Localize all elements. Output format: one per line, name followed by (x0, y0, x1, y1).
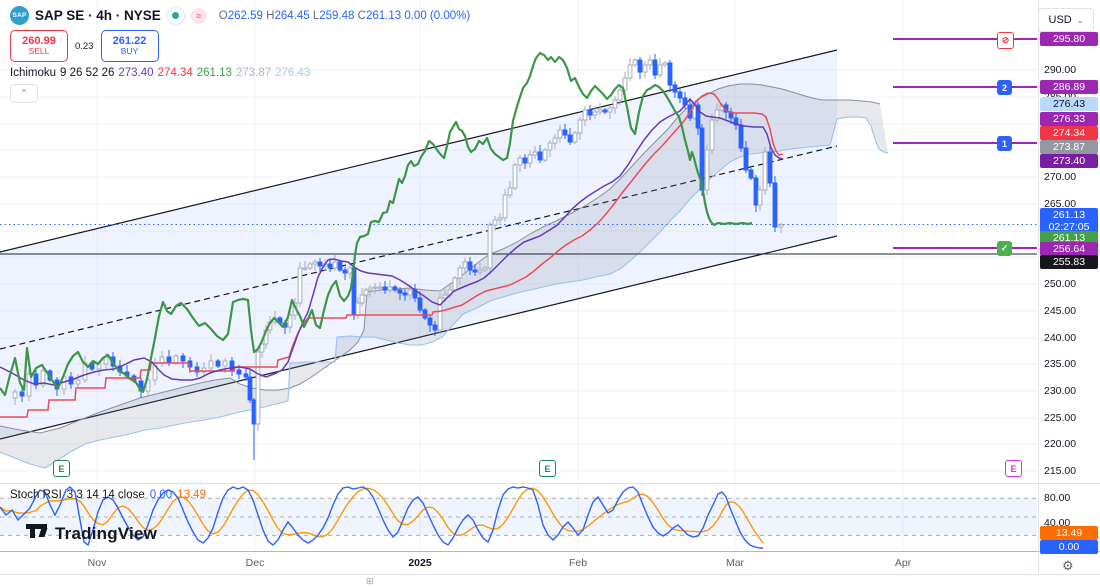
price-label-274.34: 274.34 (1040, 126, 1098, 140)
gear-icon[interactable]: ⚙ (1062, 558, 1074, 573)
check-badge[interactable]: ✓ (997, 241, 1012, 256)
kijun-value: 274.34 (157, 67, 193, 79)
price-label-273.87: 273.87 (1040, 140, 1098, 154)
collapse-legend-button[interactable]: ⌃ (10, 84, 38, 103)
price-label-295.80: 295.80 (1040, 32, 1098, 46)
price-tick-label: 270.00 (1044, 171, 1077, 183)
buy-button[interactable]: 261.22 BUY (100, 30, 159, 62)
delayed-data-icon[interactable]: ≈ (190, 7, 207, 24)
price-tick-label: 265.00 (1044, 198, 1077, 210)
no-entry-badge[interactable]: ⊘ (997, 32, 1014, 49)
price-tick-label: 290.00 (1044, 64, 1077, 76)
price-label-261.13: 261.13 02:27:05 (1040, 208, 1098, 235)
price-label-255.83: 255.83 (1040, 255, 1098, 269)
price-label-276.33: 276.33 (1040, 112, 1098, 126)
senkou-b-value: 276.43 (275, 67, 311, 79)
earnings-marker[interactable]: E (539, 460, 556, 477)
price-tick-label: 240.00 (1044, 332, 1077, 344)
time-axis-label[interactable]: Nov (87, 557, 107, 569)
time-axis-label[interactable]: Mar (725, 557, 745, 569)
tenkan-value: 273.40 (118, 67, 154, 79)
time-axis-label[interactable]: Feb (568, 557, 588, 569)
price-label-0.00: 0.00 (1040, 540, 1098, 554)
price-label-256.64: 256.64 (1040, 242, 1098, 256)
price-tick-label: 250.00 (1044, 278, 1077, 290)
stoch-name: Stoch RSI (10, 489, 62, 501)
market-open-icon[interactable] (166, 6, 185, 25)
go-to-date-icon[interactable]: ⊞ (366, 576, 374, 586)
price-tick-label: 220.00 (1044, 438, 1077, 450)
indicator-params: 9 26 52 26 (60, 67, 115, 79)
stoch-tick-label: 80.00 (1044, 492, 1071, 504)
position-2-badge[interactable]: 2 (997, 80, 1012, 95)
price-label-273.40: 273.40 (1040, 154, 1098, 168)
price-tick-label: 235.00 (1044, 358, 1077, 370)
price-label-276.43: 276.43 (1040, 97, 1098, 111)
stoch-params: 3 3 14 14 close (66, 489, 145, 501)
price-label-261.13: 261.13 (1040, 231, 1098, 245)
currency-selector[interactable]: USD ⌄ (1038, 8, 1094, 32)
chart-legend: SAP SAP SE · 4h · NYSE ≈ O262.59 H264.45… (10, 6, 470, 103)
sell-button[interactable]: 260.99 SELL (10, 30, 68, 62)
price-label-13.49: 13.49 (1040, 526, 1098, 540)
ohlc-values: O262.59 H264.45 L259.48 C261.13 0.00 (0.… (218, 9, 471, 22)
time-axis-label[interactable]: 2025 (408, 557, 432, 569)
position-1-badge[interactable]: 1 (997, 136, 1012, 151)
time-axis-label[interactable]: Apr (894, 557, 912, 569)
price-label-286.89: 286.89 (1040, 80, 1098, 94)
price-tick-label: 245.00 (1044, 305, 1077, 317)
price-tick-label: 215.00 (1044, 465, 1077, 477)
price-tick-label: 225.00 (1044, 412, 1077, 424)
time-axis-label[interactable]: Dec (245, 557, 265, 569)
price-tick-label: 230.00 (1044, 385, 1077, 397)
symbol-title[interactable]: SAP SE · 4h · NYSE (35, 8, 161, 23)
change-value: 0.00 (0.00%) (404, 9, 471, 22)
indicator-name: Ichimoku (10, 67, 57, 79)
sap-logo: SAP (10, 6, 29, 25)
stoch-rsi-legend[interactable]: Stoch RSI 3 3 14 14 close 0.00 13.49 (10, 489, 206, 501)
earnings-marker[interactable]: E (53, 460, 70, 477)
chikou-value: 261.13 (196, 67, 232, 79)
spread-value: 0.23 (75, 40, 94, 52)
tradingview-logo-icon (26, 524, 48, 544)
stoch-d-value: 13.49 (177, 489, 206, 501)
senkou-a-value: 273.87 (235, 67, 272, 79)
earnings-marker[interactable]: E (1005, 460, 1022, 477)
tradingview-watermark: TradingView (26, 524, 157, 544)
stoch-k-value: 0.00 (149, 489, 173, 501)
chevron-down-icon: ⌄ (1076, 15, 1084, 25)
ichimoku-legend[interactable]: Ichimoku 9 26 52 26 273.40 274.34 261.13… (10, 67, 470, 79)
